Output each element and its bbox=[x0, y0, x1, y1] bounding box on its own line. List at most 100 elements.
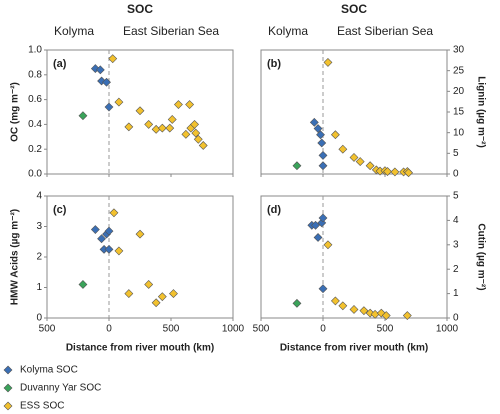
legend-label: Kolyma SOC bbox=[20, 365, 78, 376]
y-tick-label: 0 bbox=[453, 313, 459, 324]
y-tick-label: 2 bbox=[36, 252, 42, 263]
x-tick-label: 500 bbox=[377, 324, 394, 335]
data-point bbox=[135, 106, 145, 116]
data-point bbox=[292, 161, 302, 171]
data-point bbox=[78, 111, 88, 121]
y-axis-label: Cutin (µg m⁻²) bbox=[475, 223, 486, 290]
y-tick-label: 5 bbox=[453, 191, 459, 202]
data-point bbox=[198, 141, 208, 150]
data-point bbox=[135, 229, 145, 239]
data-point bbox=[338, 144, 348, 154]
data-point bbox=[318, 213, 328, 223]
data-point bbox=[97, 234, 106, 244]
data-point bbox=[185, 100, 195, 109]
y-tick-label: 10 bbox=[453, 127, 465, 138]
y-tick-label: 25 bbox=[453, 65, 465, 76]
y-axis-label: OC (mg m⁻²) bbox=[10, 82, 21, 142]
data-point bbox=[323, 240, 333, 250]
y-tick-label: 0.8 bbox=[28, 69, 42, 80]
legend-label: ESS SOC bbox=[20, 401, 64, 412]
data-point bbox=[365, 161, 375, 171]
data-point bbox=[114, 246, 124, 256]
data-point bbox=[95, 65, 105, 75]
data-point bbox=[190, 119, 199, 129]
data-point bbox=[292, 298, 302, 308]
legend-label: Duvanny Yar SOC bbox=[20, 383, 101, 394]
data-point bbox=[104, 226, 114, 236]
data-point bbox=[313, 124, 323, 133]
y-tick-label: 0.2 bbox=[28, 144, 42, 155]
y-tick-label: 0.4 bbox=[28, 119, 42, 130]
plot-frame bbox=[260, 195, 448, 319]
data-point bbox=[124, 289, 134, 299]
panel-label: (d) bbox=[267, 204, 281, 216]
data-point bbox=[144, 280, 154, 289]
data-point bbox=[181, 129, 191, 139]
data-point bbox=[102, 77, 111, 87]
x-tick-label: 500 bbox=[253, 324, 270, 335]
panel-title: SOC bbox=[341, 2, 367, 16]
data-point bbox=[124, 122, 134, 132]
data-point bbox=[383, 167, 392, 176]
data-point bbox=[330, 130, 340, 140]
data-point bbox=[144, 119, 154, 129]
data-point bbox=[318, 150, 328, 160]
data-point bbox=[191, 128, 201, 138]
data-point bbox=[404, 168, 413, 178]
y-axis-label: Lignin (µg m⁻²) bbox=[475, 76, 486, 148]
data-point bbox=[323, 57, 333, 67]
legend-marker bbox=[3, 365, 13, 375]
x-tick-label: 0 bbox=[320, 324, 326, 335]
data-point bbox=[402, 311, 412, 320]
data-point bbox=[318, 284, 328, 294]
panel-title: SOC bbox=[127, 2, 153, 16]
y-axis-label: HMW Acids (µg m⁻²) bbox=[10, 209, 21, 305]
panel-label: (b) bbox=[267, 58, 281, 70]
x-tick-label: 500 bbox=[39, 324, 56, 335]
data-point bbox=[381, 311, 391, 320]
data-point bbox=[104, 102, 114, 112]
y-tick-label: 1 bbox=[453, 288, 459, 299]
data-point bbox=[165, 123, 175, 133]
legend-marker bbox=[3, 401, 13, 411]
x-axis-label: Distance from river mouth (km) bbox=[66, 343, 214, 354]
data-point bbox=[316, 130, 325, 140]
data-point bbox=[109, 208, 119, 218]
data-point bbox=[311, 220, 320, 230]
data-point bbox=[114, 97, 124, 107]
data-point bbox=[349, 305, 359, 314]
data-point bbox=[193, 134, 203, 144]
data-point bbox=[349, 153, 359, 162]
y-tick-label: 4 bbox=[36, 191, 42, 202]
data-point bbox=[151, 298, 161, 308]
data-point bbox=[157, 292, 167, 302]
data-point bbox=[151, 124, 161, 134]
y-tick-label: 1.0 bbox=[28, 45, 42, 56]
panel-label: (c) bbox=[53, 204, 67, 216]
panel-label: (a) bbox=[53, 58, 67, 70]
data-point bbox=[359, 306, 369, 316]
y-tick-label: 3 bbox=[36, 221, 42, 232]
y-tick-label: 3 bbox=[453, 239, 459, 250]
x-tick-label: 500 bbox=[163, 324, 180, 335]
data-point bbox=[174, 100, 183, 109]
y-tick-label: 2 bbox=[453, 264, 459, 275]
x-tick-label: 0 bbox=[106, 324, 112, 335]
y-tick-label: 15 bbox=[453, 107, 465, 118]
y-tick-label: 4 bbox=[453, 215, 459, 226]
y-tick-label: 5 bbox=[453, 148, 459, 159]
legend-marker bbox=[3, 383, 13, 393]
data-point bbox=[108, 54, 118, 64]
data-point bbox=[157, 123, 167, 133]
y-tick-label: 0.0 bbox=[28, 169, 42, 180]
data-point bbox=[78, 280, 88, 289]
y-tick-label: 0 bbox=[36, 313, 42, 324]
data-point bbox=[317, 138, 327, 148]
plot-frame bbox=[46, 49, 234, 175]
data-point bbox=[355, 157, 365, 167]
y-tick-label: 0.6 bbox=[28, 94, 42, 105]
data-point bbox=[169, 289, 178, 299]
y-tick-label: 1 bbox=[36, 282, 42, 293]
data-point bbox=[338, 301, 348, 311]
